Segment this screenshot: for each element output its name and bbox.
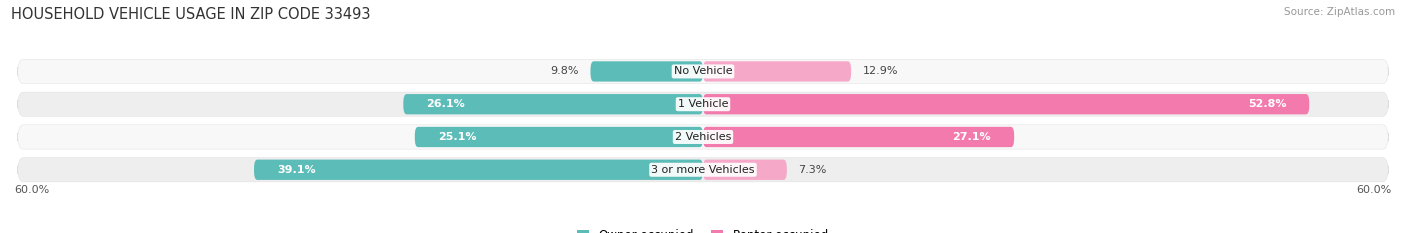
Text: 25.1%: 25.1% (437, 132, 477, 142)
Text: HOUSEHOLD VEHICLE USAGE IN ZIP CODE 33493: HOUSEHOLD VEHICLE USAGE IN ZIP CODE 3349… (11, 7, 371, 22)
FancyBboxPatch shape (703, 127, 1014, 147)
Text: 2 Vehicles: 2 Vehicles (675, 132, 731, 142)
FancyBboxPatch shape (703, 160, 787, 180)
Text: 26.1%: 26.1% (426, 99, 465, 109)
Text: 52.8%: 52.8% (1247, 99, 1286, 109)
FancyBboxPatch shape (703, 61, 851, 82)
Text: 60.0%: 60.0% (14, 185, 49, 195)
FancyBboxPatch shape (17, 158, 1389, 182)
FancyBboxPatch shape (17, 59, 1389, 84)
FancyBboxPatch shape (415, 127, 703, 147)
Text: Source: ZipAtlas.com: Source: ZipAtlas.com (1284, 7, 1395, 17)
FancyBboxPatch shape (17, 125, 1389, 149)
Text: 7.3%: 7.3% (799, 165, 827, 175)
FancyBboxPatch shape (703, 94, 1309, 114)
Text: 27.1%: 27.1% (953, 132, 991, 142)
FancyBboxPatch shape (591, 61, 703, 82)
Text: 9.8%: 9.8% (551, 66, 579, 76)
Text: 39.1%: 39.1% (277, 165, 315, 175)
FancyBboxPatch shape (17, 92, 1389, 116)
Text: 3 or more Vehicles: 3 or more Vehicles (651, 165, 755, 175)
Text: 60.0%: 60.0% (1357, 185, 1392, 195)
Legend: Owner-occupied, Renter-occupied: Owner-occupied, Renter-occupied (576, 229, 830, 233)
Text: 12.9%: 12.9% (863, 66, 898, 76)
Text: No Vehicle: No Vehicle (673, 66, 733, 76)
FancyBboxPatch shape (254, 160, 703, 180)
Text: 1 Vehicle: 1 Vehicle (678, 99, 728, 109)
FancyBboxPatch shape (404, 94, 703, 114)
